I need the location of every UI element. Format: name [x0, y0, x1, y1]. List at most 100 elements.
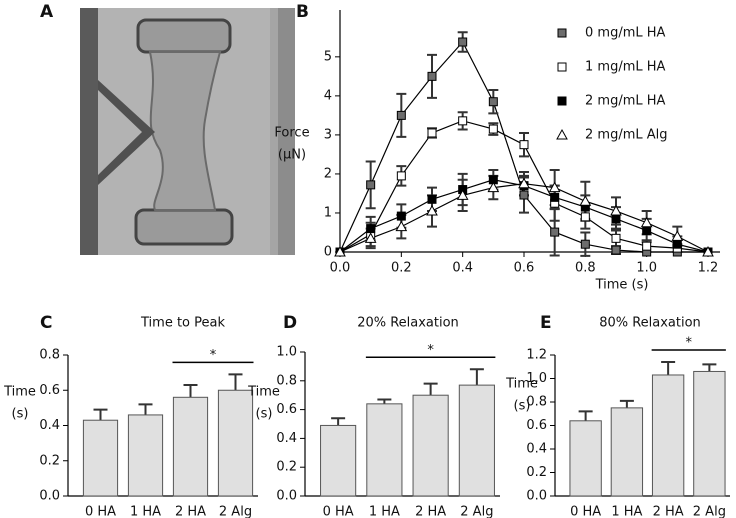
y-tick-label: 0	[324, 245, 332, 260]
y-tick-label: 0.8	[39, 348, 60, 363]
x-tick-label: 2 Alg	[219, 505, 252, 518]
y-tick-label: 0.4	[526, 442, 547, 457]
tissue	[148, 51, 222, 211]
panel-label: E	[540, 313, 552, 333]
y-tick-label: 1.2	[526, 348, 547, 363]
y-tick-label: 3	[324, 127, 332, 142]
y-tick-label: 0.4	[39, 418, 60, 433]
marker	[610, 204, 622, 216]
panel-label: B	[296, 2, 309, 22]
y-tick-label: 1	[324, 205, 332, 220]
significance-label: *	[686, 336, 693, 351]
x-tick-label: 1.0	[636, 261, 657, 276]
marker	[640, 216, 653, 228]
y-tick-label: 0.8	[276, 373, 297, 388]
marker	[611, 245, 621, 255]
bar	[82, 419, 119, 497]
y-axis-label: Time	[3, 385, 36, 400]
marker	[580, 212, 590, 222]
marker	[579, 195, 592, 206]
y-tick-label: 0.2	[39, 453, 60, 468]
y-axis-label: (µN)	[278, 148, 306, 163]
chart-title: Time to Peak	[140, 316, 225, 331]
y-tick-label: 0.0	[39, 489, 60, 504]
legend-marker	[557, 62, 567, 72]
marker	[671, 230, 684, 241]
marker	[519, 140, 529, 150]
error-bar	[423, 382, 438, 396]
marker	[427, 128, 437, 138]
panel-label: A	[40, 2, 54, 22]
y-axis-label: Time	[505, 377, 538, 392]
error-bar	[702, 363, 717, 372]
y-tick-label: 0.6	[39, 383, 60, 398]
error-bar	[578, 410, 593, 421]
y-tick-label: 5	[324, 49, 332, 64]
marker	[456, 189, 469, 200]
legend-marker	[557, 96, 567, 106]
marker	[458, 37, 468, 47]
legend-label: 0 mg/mL HA	[585, 26, 666, 41]
error-bar	[183, 383, 198, 398]
post	[134, 208, 234, 246]
x-tick-label: 0 HA	[570, 505, 601, 518]
x-tick-label: 2 Alg	[693, 505, 726, 518]
x-tick-label: 2 HA	[175, 505, 206, 518]
chart-title: 20% Relaxation	[357, 316, 459, 331]
y-tick-label: 0.6	[276, 402, 297, 417]
marker	[427, 194, 437, 204]
marker	[611, 233, 621, 243]
legend-label: 2 mg/mL HA	[585, 94, 666, 109]
bar	[569, 420, 602, 497]
marker	[396, 171, 406, 181]
significance-label: *	[210, 348, 217, 363]
error-bar	[138, 403, 153, 415]
marker	[488, 124, 498, 134]
y-tick-label: 1.0	[276, 345, 297, 360]
x-axis-label: Time (s)	[595, 278, 649, 293]
marker	[550, 227, 560, 237]
y-tick-label: 0.2	[526, 465, 547, 480]
x-tick-label: 0.4	[452, 261, 473, 276]
marker	[548, 181, 561, 193]
marker	[519, 190, 529, 200]
x-tick-label: 1 HA	[369, 505, 400, 518]
y-tick-label: 2	[324, 166, 332, 181]
x-tick-label: 0 HA	[85, 505, 116, 518]
marker	[366, 180, 376, 190]
y-tick-label: 0.6	[526, 418, 547, 433]
error-bar	[331, 417, 346, 426]
marker	[642, 241, 652, 251]
marker	[550, 192, 560, 202]
y-tick-label: 0.0	[276, 489, 297, 504]
x-tick-label: 1 HA	[130, 505, 161, 518]
bar	[366, 403, 403, 497]
marker	[518, 177, 530, 189]
legend-marker	[557, 28, 567, 38]
x-tick-label: 0.6	[514, 261, 535, 276]
marker	[364, 232, 377, 243]
error-bar	[661, 361, 676, 375]
y-axis-label: (s)	[12, 407, 29, 422]
y-tick-label: 0.0	[526, 489, 547, 504]
marker	[395, 220, 408, 232]
marker	[611, 214, 621, 224]
x-tick-label: 2 Alg	[460, 505, 493, 518]
x-tick-label: 0.8	[575, 261, 596, 276]
marker	[702, 245, 714, 257]
marker	[672, 239, 682, 249]
error-bar	[93, 408, 108, 421]
error-bar	[228, 373, 243, 391]
cantilever	[98, 80, 155, 185]
bar	[217, 389, 254, 497]
bar	[458, 384, 495, 497]
panel-label: C	[40, 313, 52, 333]
y-axis-label: Force	[274, 126, 309, 141]
marker	[458, 116, 468, 126]
legend-label: 1 mg/mL HA	[585, 60, 666, 75]
x-tick-label: 0.0	[330, 261, 351, 276]
y-tick-label: 0.4	[276, 431, 297, 446]
marker	[487, 181, 500, 193]
marker	[396, 211, 406, 221]
